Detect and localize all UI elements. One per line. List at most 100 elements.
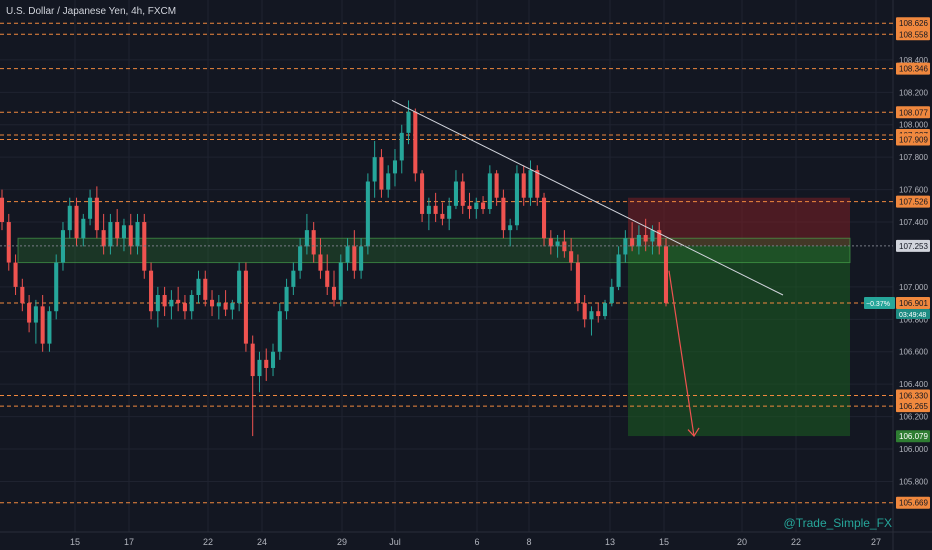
level-label: 108.558	[899, 30, 928, 39]
x-tick-label: 6	[474, 537, 479, 547]
y-tick-label: 106.000	[899, 445, 928, 454]
candle-body	[60, 230, 66, 263]
candle-body	[494, 173, 499, 198]
candle-body	[386, 173, 391, 190]
y-tick-label: 105.800	[899, 477, 928, 486]
x-tick-label: 15	[70, 537, 80, 547]
change-label-bg	[864, 296, 895, 309]
candle-body	[433, 205, 438, 214]
candle-body	[196, 278, 201, 295]
level-label-bg	[896, 17, 930, 30]
level-label: 108.626	[899, 19, 928, 28]
y-tick-label: 107.800	[899, 153, 928, 162]
x-tick-label: 13	[605, 537, 615, 547]
candle-body	[230, 303, 235, 310]
candle-body	[243, 270, 248, 344]
target-price-label: 106.079	[899, 432, 928, 441]
candle-body	[27, 303, 32, 323]
candle-body	[74, 205, 79, 239]
candle-body	[0, 197, 5, 223]
candle-body	[589, 311, 594, 320]
y-tick-label: 106.600	[899, 348, 928, 357]
level-label-bg	[896, 106, 930, 119]
candle-body	[657, 230, 662, 247]
candle-body	[535, 170, 540, 198]
candle-body	[128, 225, 133, 247]
countdown-label: 03:49:48	[899, 312, 926, 319]
candle-body	[569, 251, 574, 263]
level-label: 107.909	[899, 135, 928, 144]
candle-body	[270, 351, 276, 368]
level-label-bg	[896, 389, 930, 402]
candle-body	[582, 303, 587, 320]
countdown-label-bg	[896, 308, 930, 319]
candle-body	[291, 270, 296, 287]
y-tick-label: 106.400	[899, 380, 928, 389]
x-tick-label: 20	[737, 537, 747, 547]
current-price-label: 107.253	[899, 242, 928, 251]
candle-body	[630, 238, 635, 247]
candle-body	[169, 299, 174, 307]
y-tick-label: 106.800	[899, 315, 928, 324]
candle-body	[575, 262, 580, 304]
candle-body	[481, 202, 486, 210]
candle-body	[33, 306, 38, 323]
candle-body	[345, 246, 350, 263]
candle-body	[40, 306, 45, 344]
candle-body	[325, 270, 330, 287]
y-tick-label: 107.600	[899, 186, 928, 195]
candle-body	[311, 230, 316, 255]
candle-body	[81, 218, 86, 239]
level-label-bg	[896, 496, 930, 509]
x-tick-label: 27	[871, 537, 881, 547]
candle-body	[216, 303, 221, 307]
support-zone	[17, 237, 851, 264]
level-label-bg	[896, 62, 930, 75]
level-label: 106.265	[899, 402, 928, 411]
projection-arrow-head	[687, 427, 700, 438]
candle-body	[528, 170, 533, 198]
candle-body	[115, 222, 120, 239]
candle-body	[420, 173, 425, 214]
candle-body	[304, 230, 309, 247]
level-label: 106.330	[899, 392, 928, 401]
candle-body	[602, 303, 608, 317]
candle-body	[20, 286, 25, 304]
candle-body	[264, 359, 269, 368]
candle-body	[54, 262, 59, 312]
y-tick-label: 108.000	[899, 121, 928, 130]
x-tick-label: 24	[257, 537, 267, 547]
candle-body	[67, 205, 72, 231]
y-tick-label: 108.400	[899, 56, 928, 65]
candle-body	[413, 111, 418, 174]
level-label: 108.346	[899, 65, 928, 74]
x-tick-label: 29	[337, 537, 347, 547]
candle-body	[352, 246, 357, 271]
trendline	[391, 99, 784, 296]
candle-body	[189, 294, 194, 312]
x-tick-label: Jul	[389, 537, 401, 547]
candle-body	[596, 311, 601, 317]
level-label-bg	[896, 133, 930, 146]
x-tick-label: 15	[659, 537, 669, 547]
level-label: 106.901	[899, 299, 928, 308]
candle-body	[277, 311, 282, 352]
level-label-bg	[896, 400, 930, 413]
candle-body	[250, 343, 255, 377]
candle-body	[6, 222, 11, 263]
candle-body	[338, 262, 343, 300]
candle-body	[318, 254, 323, 271]
current-price-label-bg	[896, 239, 930, 252]
candle-body	[237, 270, 242, 304]
level-label-bg	[896, 195, 930, 208]
candle-body	[392, 160, 398, 174]
watermark: @Trade_Simple_FX	[783, 516, 892, 530]
candle-body	[13, 262, 18, 287]
candle-body	[379, 157, 384, 190]
candle-body	[514, 173, 519, 226]
candle-body	[548, 238, 553, 247]
candle-body	[372, 157, 377, 182]
candle-body	[460, 181, 465, 206]
chart-title: U.S. Dollar / Japanese Yen, 4h, FXCM	[6, 6, 177, 17]
